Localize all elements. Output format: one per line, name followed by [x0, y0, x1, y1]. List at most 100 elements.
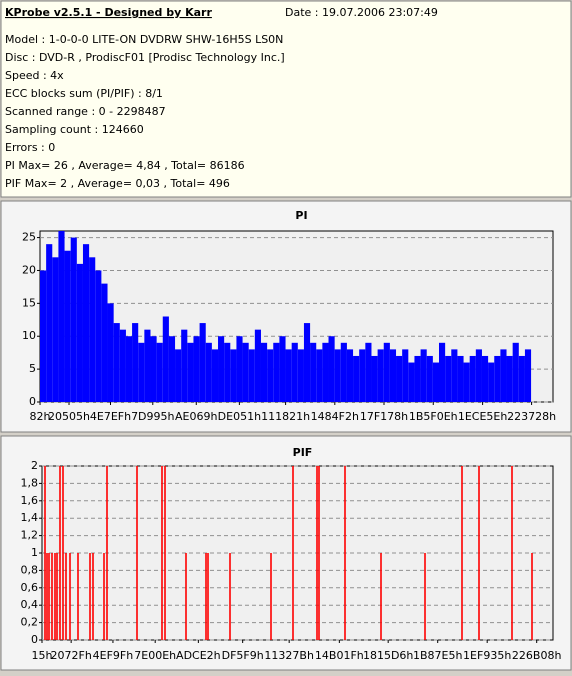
y-tick-label: 0,4 [21, 598, 39, 611]
bar [46, 244, 53, 402]
bar [211, 349, 219, 402]
x-tick-label: 11327Bh [264, 649, 314, 662]
bar [500, 349, 507, 402]
info-line: Scanned range : 0 - 2298487 [5, 105, 166, 118]
bar [254, 329, 261, 402]
bar [138, 342, 145, 402]
bar [432, 362, 439, 402]
bar [488, 362, 495, 402]
x-tick-label: AE069h [175, 410, 217, 423]
x-tick-label: 82h [30, 410, 51, 423]
chart-title: PI [295, 209, 307, 222]
x-tick-label: 1EF935h [463, 649, 511, 662]
y-tick-label: 10 [22, 329, 36, 342]
y-tick-label: 0,2 [21, 616, 39, 629]
y-tick-label: 15 [22, 296, 36, 309]
bar [340, 342, 347, 402]
x-tick-label: 1815D6h [363, 649, 413, 662]
x-tick-label: 4E7EFh [90, 410, 131, 423]
y-tick-label: 1,6 [21, 494, 39, 507]
bar [457, 355, 464, 402]
bar [439, 342, 446, 402]
date: Date : 19.07.2006 23:07:49 [285, 6, 438, 19]
x-tick-label: 20505h [48, 410, 90, 423]
info-line: Errors : 0 [5, 141, 55, 154]
x-tick-label: 226B08h [512, 649, 562, 662]
y-tick-label: 20 [22, 263, 36, 276]
bar [150, 336, 157, 402]
x-tick-label: 4EF9Fh [93, 649, 134, 662]
x-tick-label: 17F178h [360, 410, 408, 423]
y-tick-label: 2 [31, 459, 38, 472]
bar [168, 336, 176, 402]
chart-title: PIF [293, 446, 313, 459]
bar [506, 355, 513, 402]
bar [132, 323, 139, 402]
bar [383, 342, 390, 402]
y-tick-label: 5 [29, 362, 36, 375]
y-tick-label: 0,6 [21, 581, 39, 594]
x-tick-label: 1ECE5Eh [458, 410, 508, 423]
bar [524, 349, 532, 402]
bar [175, 349, 182, 402]
info-panel [0, 0, 572, 198]
bar [481, 355, 489, 402]
bar [113, 323, 120, 402]
bar [475, 349, 482, 402]
bar [334, 349, 341, 402]
info-line: Speed : 4x [5, 69, 64, 82]
bar [365, 342, 372, 402]
bar [445, 355, 452, 402]
bar [82, 244, 90, 402]
y-tick-label: 0 [31, 633, 38, 646]
bar [346, 349, 354, 402]
x-tick-label: DF5F9h [222, 649, 264, 662]
bar [328, 336, 335, 402]
x-tick-label: 14B01Fh [315, 649, 364, 662]
bar [426, 355, 433, 402]
x-tick-label: 7E00Eh [134, 649, 176, 662]
bar [187, 342, 194, 402]
x-tick-label: 223728h [507, 410, 556, 423]
y-tick-label: 1,4 [21, 511, 39, 524]
bar [230, 349, 237, 402]
bar [101, 283, 108, 402]
bar [76, 263, 83, 402]
info-line: PI Max= 26 , Average= 4,84 , Total= 8618… [5, 159, 245, 172]
bar [260, 342, 268, 402]
bar [273, 342, 280, 402]
bar [359, 349, 366, 402]
bar [389, 349, 397, 402]
bar [518, 355, 525, 402]
bar [119, 329, 126, 402]
bar [58, 231, 65, 402]
app-title: KProbe v2.5.1 - Designed by Karr [5, 6, 212, 19]
info-line: Disc : DVD-R , ProdiscF01 [Prodisc Techn… [5, 51, 285, 64]
bar [291, 342, 298, 402]
bar [279, 336, 286, 402]
bar [248, 349, 255, 402]
bar [297, 349, 304, 402]
y-tick-label: 1 [31, 546, 38, 559]
bar [303, 323, 311, 402]
bar [408, 362, 415, 402]
bar [371, 355, 378, 402]
bar [310, 342, 317, 402]
bar [40, 270, 47, 402]
bar [451, 349, 458, 402]
bar [267, 349, 274, 402]
bar [205, 342, 212, 402]
bar [107, 303, 114, 402]
x-tick-label: DE051h [218, 410, 261, 423]
bar [144, 329, 151, 402]
info-lines: Model : 1-0-0-0 LITE-ON DVDRW SHW-16H5S … [5, 33, 285, 190]
bar [377, 349, 384, 402]
info-line: PIF Max= 2 , Average= 0,03 , Total= 496 [5, 177, 230, 190]
x-tick-label: 1B5F0Eh [409, 410, 458, 423]
bar [316, 349, 323, 402]
x-tick-label: 15h [32, 649, 53, 662]
info-line: Sampling count : 124660 [5, 123, 144, 136]
bar [64, 250, 71, 402]
